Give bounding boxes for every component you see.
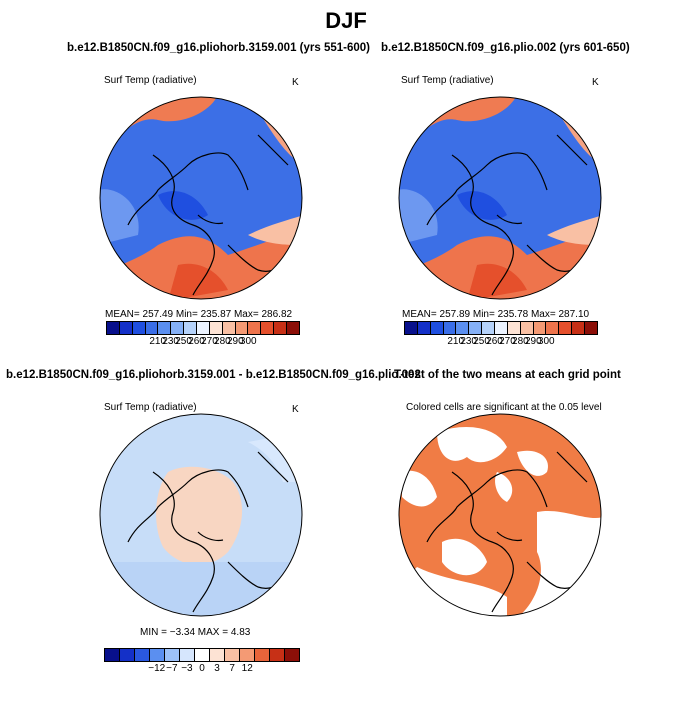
colorbar-tick-label: 7 <box>229 663 235 674</box>
colorbar-swatch <box>585 322 597 334</box>
colorbar-swatch <box>572 322 586 334</box>
colorbar-swatch <box>240 649 255 661</box>
figure-title: DJF <box>325 8 367 33</box>
panel-1-polar-map <box>99 96 303 300</box>
colorbar-tick-label: 230 <box>162 336 179 347</box>
colorbar-swatch <box>443 322 457 334</box>
panel-3-variable-label: Surf Temp (radiative) <box>104 402 197 413</box>
colorbar-swatch <box>195 649 210 661</box>
colorbar-tick-label: 260 <box>188 336 205 347</box>
panel-4-variable-label: Colored cells are significant at the 0.0… <box>406 402 602 413</box>
colorbar-swatch <box>405 322 418 334</box>
colorbar-swatch <box>225 649 240 661</box>
colorbar-tick-label: 280 <box>512 336 529 347</box>
panel-3-colorbar-ticks: −12 −7 −3 0 3 7 12 <box>104 663 300 675</box>
panel-4-significance-map <box>398 413 602 617</box>
colorbar-swatch <box>495 322 508 334</box>
colorbar-tick-label: 290 <box>524 336 542 347</box>
colorbar-swatch <box>222 322 236 334</box>
panel-1-title: b.e12.B1850CN.f09_g16.pliohorb.3159.001 … <box>67 42 370 54</box>
colorbar-swatch <box>105 649 120 661</box>
colorbar-swatch <box>559 322 573 334</box>
colorbar-swatch <box>546 322 560 334</box>
colorbar-swatch <box>165 649 180 661</box>
colorbar-tick-label: 12 <box>241 663 253 674</box>
colorbar-swatch <box>520 322 534 334</box>
colorbar-swatch <box>150 649 165 661</box>
colorbar-tick-label: 270 <box>499 336 516 347</box>
panel-2-polar-map <box>398 96 602 300</box>
colorbar-swatch <box>171 322 185 334</box>
colorbar-swatch <box>270 649 285 661</box>
panel-2-title: b.e12.B1850CN.f09_g16.plio.002 (yrs 601-… <box>381 42 630 54</box>
colorbar-swatch <box>248 322 262 334</box>
panel-3-stats: MIN = −3.34 MAX = 4.83 <box>140 627 251 638</box>
colorbar-tick-label: 290 <box>226 336 244 347</box>
colorbar-swatch <box>132 322 146 334</box>
colorbar-swatch <box>210 649 225 661</box>
colorbar-swatch <box>197 322 210 334</box>
colorbar-swatch <box>469 322 483 334</box>
panel-2-colorbar <box>404 321 598 335</box>
colorbar-swatch <box>209 322 223 334</box>
colorbar-tick-label: 270 <box>201 336 218 347</box>
colorbar-swatch <box>120 649 135 661</box>
colorbar-swatch <box>482 322 496 334</box>
panel-4-title: T-test of the two means at each grid poi… <box>394 369 621 381</box>
colorbar-tick-label: 250 <box>175 336 192 347</box>
colorbar-swatch <box>119 322 133 334</box>
colorbar-tick-label: 300 <box>537 336 555 347</box>
colorbar-swatch <box>107 322 120 334</box>
colorbar-swatch <box>255 649 270 661</box>
colorbar-swatch <box>135 649 150 661</box>
colorbar-tick-label: 0 <box>199 663 205 674</box>
colorbar-swatch <box>285 649 299 661</box>
colorbar-swatch <box>180 649 195 661</box>
colorbar-swatch <box>184 322 198 334</box>
panel-3-polar-map <box>99 413 303 617</box>
colorbar-tick-label: 210 <box>447 336 465 347</box>
panel-3-colorbar <box>104 648 300 662</box>
colorbar-tick-label: −7 <box>166 663 178 674</box>
panel-2-colorbar-ticks: 210 230 250 260 270 280 290 300 <box>404 336 598 348</box>
colorbar-tick-label: 280 <box>214 336 231 347</box>
panel-1-colorbar <box>106 321 300 335</box>
colorbar-tick-label: 210 <box>149 336 167 347</box>
panel-1-colorbar-ticks: 210 230 250 260 270 280 290 300 <box>106 336 300 348</box>
colorbar-tick-label: −12 <box>148 663 166 674</box>
panel-2-variable-label: Surf Temp (radiative) <box>401 75 494 86</box>
colorbar-swatch <box>456 322 470 334</box>
colorbar-swatch <box>261 322 275 334</box>
colorbar-tick-label: 250 <box>473 336 490 347</box>
colorbar-tick-label: 3 <box>214 663 220 674</box>
colorbar-tick-label: 230 <box>460 336 477 347</box>
colorbar-swatch <box>507 322 521 334</box>
colorbar-swatch <box>417 322 431 334</box>
panel-1-stats: MEAN= 257.49 Min= 235.87 Max= 286.82 <box>105 309 293 320</box>
panel-2-units: K <box>592 77 599 88</box>
colorbar-tick-label: −3 <box>181 663 193 674</box>
colorbar-swatch <box>430 322 444 334</box>
colorbar-tick-label: 300 <box>239 336 257 347</box>
colorbar-swatch <box>158 322 172 334</box>
panel-1-units: K <box>292 77 299 88</box>
colorbar-swatch <box>274 322 288 334</box>
colorbar-swatch <box>145 322 159 334</box>
colorbar-swatch <box>287 322 299 334</box>
panel-3-units: K <box>292 404 299 415</box>
colorbar-swatch <box>235 322 249 334</box>
panel-2-stats: MEAN= 257.89 Min= 235.78 Max= 287.10 <box>402 309 590 320</box>
panel-3-title: b.e12.B1850CN.f09_g16.pliohorb.3159.001 … <box>6 369 421 381</box>
panel-1-variable-label: Surf Temp (radiative) <box>104 75 197 86</box>
colorbar-tick-label: 260 <box>486 336 503 347</box>
colorbar-swatch <box>533 322 547 334</box>
